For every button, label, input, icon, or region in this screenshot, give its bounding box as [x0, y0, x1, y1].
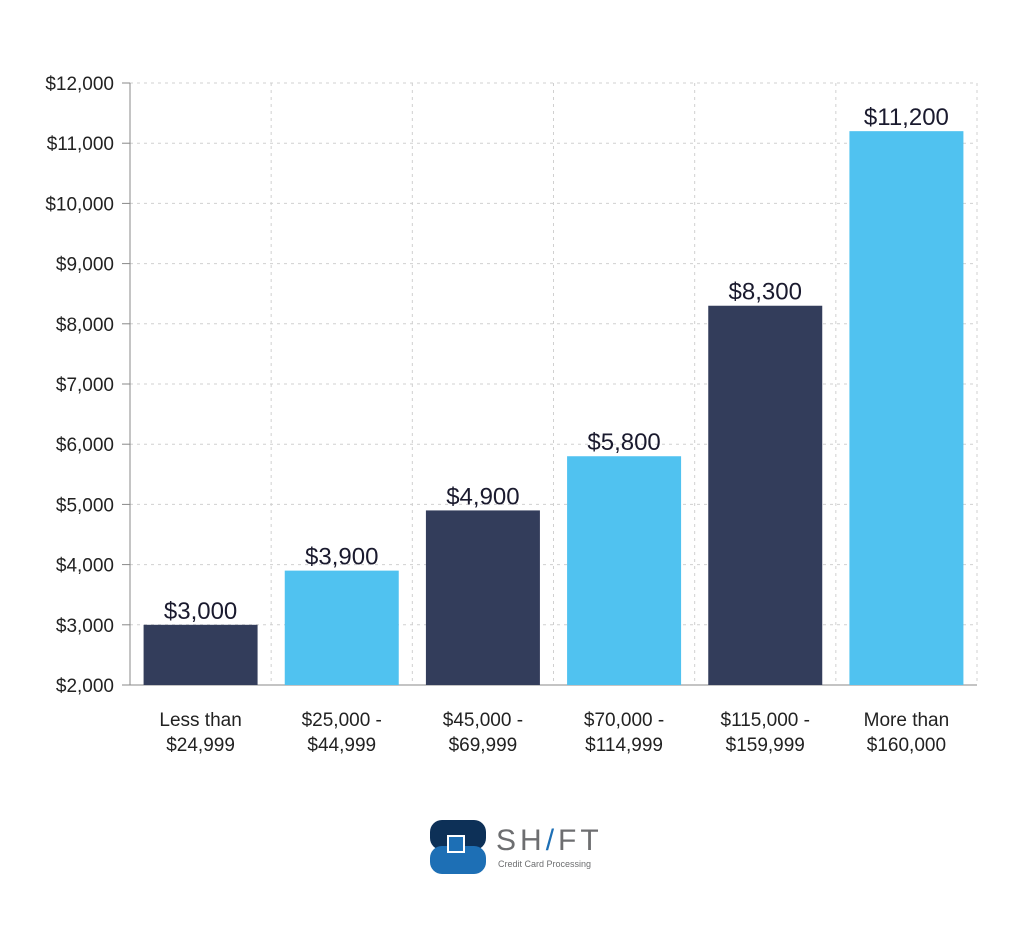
- x-tick-label: $44,999: [307, 735, 376, 756]
- y-tick-label: $8,000: [56, 315, 114, 336]
- shift-logo: SH/FT Credit Card Processing: [430, 820, 603, 874]
- bar: [143, 624, 258, 685]
- data-label: $5,800: [587, 429, 660, 456]
- bar: [425, 510, 540, 685]
- x-tick-label: $115,000 -: [721, 710, 810, 731]
- logo-tagline: Credit Card Processing: [498, 859, 591, 869]
- y-tick-label: $4,000: [56, 556, 114, 577]
- bar: [284, 570, 399, 685]
- logo-name: SH/FT: [496, 824, 603, 857]
- y-tick-label: $3,000: [56, 616, 114, 637]
- y-tick-label: $5,000: [56, 495, 114, 516]
- axes: [122, 82, 977, 686]
- data-label: $8,300: [729, 279, 802, 306]
- x-tick-label: $70,000 -: [584, 710, 664, 731]
- y-tick-label: $7,000: [56, 375, 114, 396]
- data-label: $11,200: [864, 104, 949, 131]
- labels: $2,000 $3,000 $4,000 $5,000 $6,000 $7,000 $8,0…: [45, 74, 949, 756]
- bar: [849, 131, 964, 685]
- x-tick-label: $160,000: [867, 735, 946, 756]
- y-tick-label: $2,000: [56, 676, 114, 697]
- logo-mark-square: [447, 835, 465, 853]
- grid: [130, 82, 978, 685]
- x-tick-label: More than: [864, 710, 950, 731]
- x-tick-label: $69,999: [449, 735, 518, 756]
- data-label: $4,900: [446, 483, 519, 510]
- y-tick-label: $11,000: [47, 134, 114, 155]
- y-tick-label: $12,000: [45, 74, 114, 95]
- x-tick-label: $24,999: [166, 735, 235, 756]
- data-label: $3,900: [305, 544, 378, 571]
- x-tick-label: $159,999: [726, 735, 805, 756]
- data-label: $3,000: [164, 598, 237, 625]
- bar: [708, 305, 823, 685]
- y-tick-label: $10,000: [45, 194, 114, 215]
- bar: [567, 456, 682, 685]
- x-tick-label: $25,000 -: [302, 710, 382, 731]
- y-tick-label: $9,000: [56, 255, 114, 276]
- y-tick-label: $6,000: [56, 435, 114, 456]
- x-tick-label: Less than: [159, 710, 241, 731]
- x-tick-label: $114,999: [585, 735, 663, 756]
- bars: [143, 131, 964, 685]
- logo-mark-blue: [430, 846, 486, 874]
- x-tick-label: $45,000 -: [443, 710, 523, 731]
